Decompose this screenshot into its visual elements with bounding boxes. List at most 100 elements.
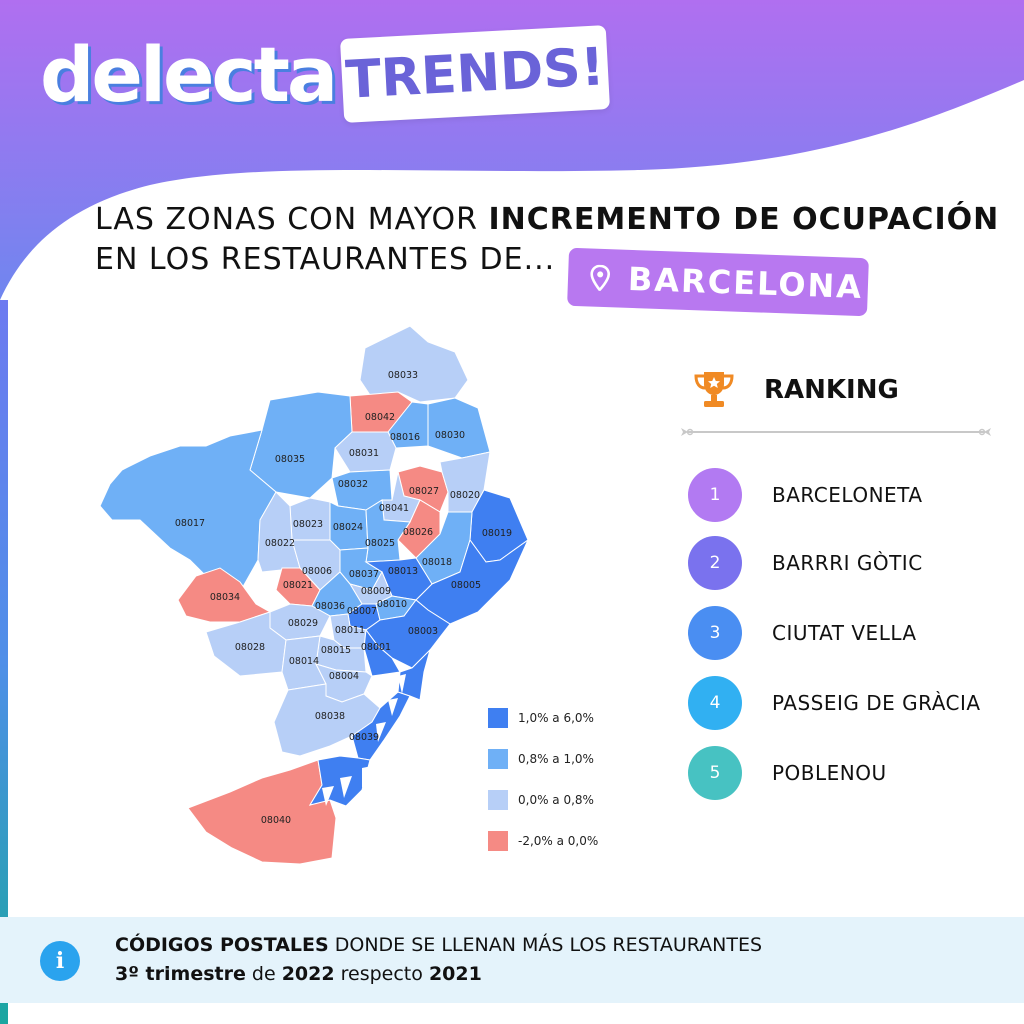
legend-item-high: 1,0% a 6,0% [488,708,598,728]
city-name: BARCELONA [627,259,864,307]
ranking-label: BARRRI GÒTIC [772,551,923,575]
port-area-fill [397,648,431,701]
zone-label-08040: 08040 [261,815,291,826]
brand-name: delecta [40,30,338,119]
zone-label-08023: 08023 [293,519,323,530]
ranking-number-badge: 2 [688,536,742,590]
info-icon: i [40,941,80,981]
city-badge: BARCELONA [567,247,869,317]
zone-label-08021: 08021 [283,580,313,591]
legend-label: 0,0% a 0,8% [518,793,594,807]
legend-label: 1,0% a 6,0% [518,711,594,725]
legend-swatch-high [488,708,508,728]
zone-label-08015: 08015 [321,645,351,656]
zone-label-08017: 08017 [175,518,205,529]
legend-item-negative: -2,0% a 0,0% [488,831,598,851]
ranking-label: POBLENOU [772,761,887,785]
ranking-label: PASSEIG DE GRÀCIA [772,691,981,715]
footer-year: 2022 [281,963,335,985]
ranking-number-badge: 1 [688,468,742,522]
zone-label-08020: 08020 [450,490,480,501]
zone-label-08007: 08007 [347,606,377,617]
legend-item-low: 0,0% a 0,8% [488,790,598,810]
zone-label-08013: 08013 [388,566,418,577]
zone-08034 [177,567,272,623]
zone-label-08004: 08004 [329,671,359,682]
ranking-title: RANKING [764,375,899,405]
zone-label-08006: 08006 [302,566,332,577]
zone-label-08036: 08036 [315,601,345,612]
zone-label-08030: 08030 [435,430,465,441]
zone-08017 [99,429,277,593]
zone-label-08032: 08032 [338,479,368,490]
headline-line2: EN LOS RESTAURANTES DE... [95,242,556,277]
zone-label-08024: 08024 [333,522,363,533]
zone-08040 [187,759,337,865]
left-accent-bar [0,300,8,1024]
footer-line1-bold: CÓDIGOS POSTALES [115,934,329,956]
legend-swatch-negative [488,831,508,851]
zone-label-08039: 08039 [349,732,379,743]
zone-label-08029: 08029 [288,618,318,629]
ranking-label: BARCELONETA [772,483,923,507]
legend-swatch-low [488,790,508,810]
location-pin-icon [590,264,610,292]
headline: LAS ZONAS CON MAYOR INCREMENTO DE OCUPAC… [95,200,999,280]
legend-item-mid: 0,8% a 1,0% [488,749,598,769]
ranking-item-4: 4 PASSEIG DE GRÀCIA [688,676,981,730]
zone-08030 [427,397,491,459]
zone-label-08037: 08037 [349,569,379,580]
zone-label-08042: 08042 [365,412,395,423]
headline-line1: LAS ZONAS CON MAYOR INCREMENTO DE OCUPAC… [95,200,999,240]
zone-label-08011: 08011 [335,625,365,636]
legend-label: -2,0% a 0,0% [518,834,599,848]
footer-quarter: 3º trimestre [115,963,246,985]
headline-line1-normal: LAS ZONAS CON MAYOR [95,202,489,237]
zone-label-08028: 08028 [235,642,265,653]
zone-label-08014: 08014 [289,656,319,667]
zone-label-08005: 08005 [451,580,481,591]
map-legend: 1,0% a 6,0% 0,8% a 1,0% 0,0% a 0,8% -2,0% a… [488,708,598,872]
brand-tag-box: TRENDS! [339,25,611,123]
footer-line1-rest: DONDE SE LLENAN MÁS LOS RESTAURANTES [328,934,763,956]
ranking-number-badge: 5 [688,746,742,800]
zone-label-08010: 08010 [377,599,407,610]
ranking-label: CIUTAT VELLA [772,621,917,645]
headline-line1-bold: INCREMENTO DE OCUPACIÓN [488,202,1000,237]
ranking-divider [681,428,991,436]
footer-banner: i CÓDIGOS POSTALES DONDE SE LLENAN MÁS L… [0,917,1024,1003]
brand-logo: delecta TRENDS! [40,25,611,123]
footer-connector-1: de [245,963,282,985]
zone-label-08027: 08027 [409,486,439,497]
footer-line2: 3º trimestre de 2022 respecto 2021 [115,960,762,989]
port-dock-4 [362,766,372,788]
footer-connector-2: respecto [334,963,429,985]
zone-label-08033: 08033 [388,370,418,381]
zone-label-08019: 08019 [482,528,512,539]
footer-line1: CÓDIGOS POSTALES DONDE SE LLENAN MÁS LOS… [115,931,762,960]
port-dock-2 [388,698,398,716]
port-dock-1 [398,674,406,694]
legend-swatch-mid [488,749,508,769]
zone-label-08025: 08025 [365,538,395,549]
ranking-header: RANKING [690,370,899,410]
brand-tag: TRENDS! [344,37,606,111]
trophy-icon [694,372,734,407]
zone-label-08009: 08009 [361,586,391,597]
ranking-number-badge: 3 [688,606,742,660]
zone-label-08022: 08022 [265,538,295,549]
zone-label-08018: 08018 [422,557,452,568]
legend-label: 0,8% a 1,0% [518,752,594,766]
zone-label-08035: 08035 [275,454,305,465]
zone-label-08038: 08038 [315,711,345,722]
ranking-item-1: 1 BARCELONETA [688,468,923,522]
zone-label-08026: 08026 [403,527,433,538]
ranking-item-5: 5 POBLENOU [688,746,887,800]
port-dock-5 [340,776,352,798]
zone-label-08031: 08031 [349,448,379,459]
barcelona-postal-code-map: 08033 08042 08016 08030 08035 08031 08027 08020… [99,325,530,865]
port-dock-3 [376,722,386,742]
footer-compare-year: 2021 [428,963,482,985]
zone-label-08041: 08041 [379,503,409,514]
